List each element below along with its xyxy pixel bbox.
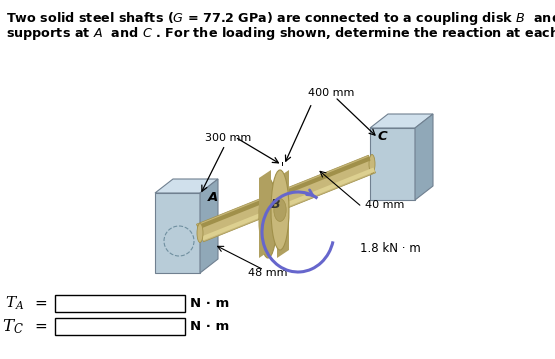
Text: A: A bbox=[208, 191, 218, 204]
Polygon shape bbox=[200, 179, 218, 273]
Text: =: = bbox=[34, 319, 47, 334]
Text: 40 mm: 40 mm bbox=[365, 200, 405, 210]
Text: 1.8 kN · m: 1.8 kN · m bbox=[360, 242, 421, 255]
Text: 300 mm: 300 mm bbox=[205, 133, 251, 143]
Bar bbox=[55, 318, 185, 335]
Polygon shape bbox=[277, 170, 289, 258]
Bar bbox=[55, 295, 185, 312]
Text: C: C bbox=[378, 130, 388, 143]
Polygon shape bbox=[196, 155, 376, 242]
Text: $T_A$: $T_A$ bbox=[5, 295, 24, 312]
Text: Two solid steel shafts ($G$ = 77.2 GPa) are connected to a coupling disk $B$  an: Two solid steel shafts ($G$ = 77.2 GPa) … bbox=[6, 10, 555, 27]
Text: N · m: N · m bbox=[190, 320, 229, 333]
Text: 48 mm: 48 mm bbox=[248, 268, 287, 278]
Polygon shape bbox=[201, 168, 375, 241]
Polygon shape bbox=[370, 114, 433, 128]
Ellipse shape bbox=[274, 199, 286, 222]
Text: =: = bbox=[34, 296, 47, 311]
Ellipse shape bbox=[271, 170, 289, 250]
Ellipse shape bbox=[369, 154, 375, 173]
Polygon shape bbox=[155, 179, 218, 193]
Ellipse shape bbox=[259, 178, 277, 258]
Text: B: B bbox=[271, 198, 280, 211]
Text: supports at $A$  and $C$ . For the loading shown, determine the reaction at each: supports at $A$ and $C$ . For the loadin… bbox=[6, 25, 555, 42]
Polygon shape bbox=[415, 114, 433, 200]
Polygon shape bbox=[197, 157, 371, 229]
Text: N · m: N · m bbox=[190, 297, 229, 310]
Text: $T_C$: $T_C$ bbox=[2, 317, 24, 336]
Text: 400 mm: 400 mm bbox=[308, 88, 355, 98]
Ellipse shape bbox=[197, 224, 203, 242]
Polygon shape bbox=[370, 128, 415, 200]
Polygon shape bbox=[259, 170, 271, 258]
Polygon shape bbox=[155, 193, 200, 273]
